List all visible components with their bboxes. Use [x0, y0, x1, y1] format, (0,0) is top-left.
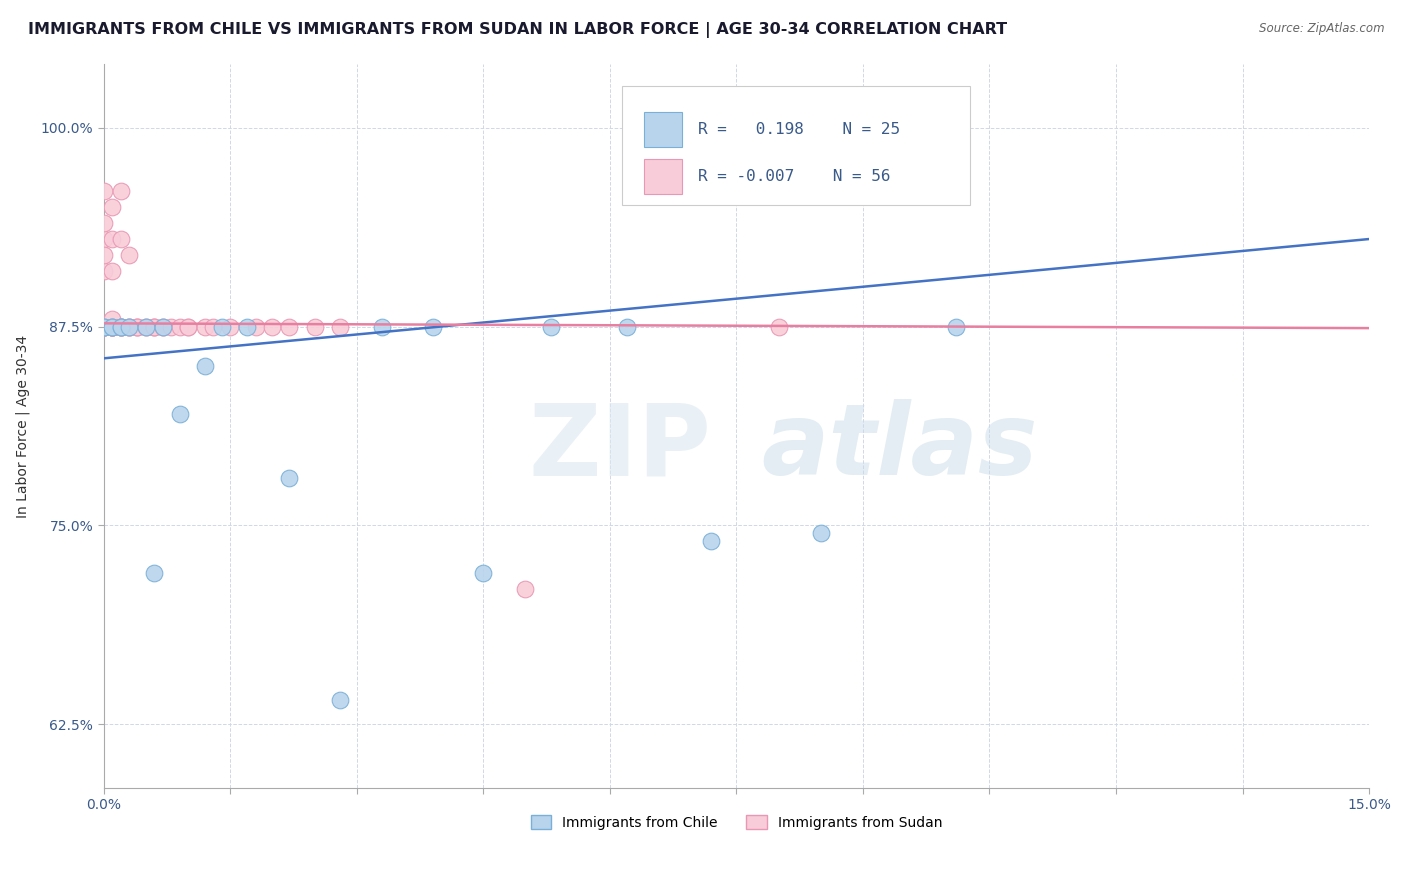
- Point: [118, 319, 141, 334]
- Point: [177, 319, 200, 334]
- Point: [101, 319, 124, 334]
- Text: atlas: atlas: [762, 399, 1038, 496]
- Point: [93, 248, 115, 262]
- Point: [127, 319, 149, 334]
- Point: [101, 319, 124, 334]
- Point: [110, 184, 132, 198]
- Point: [118, 319, 141, 334]
- Point: [143, 319, 166, 334]
- Point: [515, 582, 537, 596]
- Point: [211, 319, 233, 334]
- Point: [101, 821, 124, 835]
- Point: [177, 319, 200, 334]
- Point: [278, 319, 301, 334]
- Bar: [644, 112, 682, 146]
- Y-axis label: In Labor Force | Age 30-34: In Labor Force | Age 30-34: [15, 334, 30, 517]
- Point: [101, 319, 124, 334]
- Point: [101, 200, 124, 214]
- Point: [169, 407, 191, 421]
- Point: [93, 319, 115, 334]
- Point: [127, 319, 149, 334]
- Point: [152, 319, 174, 334]
- Point: [135, 319, 157, 334]
- Point: [118, 319, 141, 334]
- Point: [93, 216, 115, 230]
- Point: [110, 319, 132, 334]
- Point: [93, 319, 115, 334]
- Point: [236, 319, 259, 334]
- Point: [278, 470, 301, 484]
- Point: [101, 319, 124, 334]
- Point: [101, 319, 124, 334]
- Point: [101, 319, 124, 334]
- Point: [945, 319, 967, 334]
- Point: [768, 319, 790, 334]
- Point: [101, 311, 124, 326]
- Point: [262, 319, 284, 334]
- Point: [540, 319, 562, 334]
- Point: [93, 184, 115, 198]
- Legend: Immigrants from Chile, Immigrants from Sudan: Immigrants from Chile, Immigrants from S…: [524, 809, 948, 835]
- Point: [93, 232, 115, 246]
- Point: [169, 319, 191, 334]
- Point: [616, 319, 638, 334]
- Point: [219, 319, 242, 334]
- Point: [110, 319, 132, 334]
- Point: [101, 319, 124, 334]
- Point: [101, 232, 124, 246]
- Point: [101, 264, 124, 278]
- Point: [118, 319, 141, 334]
- Text: ZIP: ZIP: [529, 399, 711, 496]
- Point: [101, 319, 124, 334]
- Point: [143, 319, 166, 334]
- Point: [810, 526, 832, 541]
- Point: [110, 319, 132, 334]
- Point: [110, 319, 132, 334]
- Point: [194, 319, 217, 334]
- Point: [143, 566, 166, 580]
- Point: [118, 248, 141, 262]
- Point: [472, 566, 495, 580]
- Point: [110, 232, 132, 246]
- Point: [93, 319, 115, 334]
- Point: [329, 693, 352, 707]
- Point: [135, 319, 157, 334]
- Point: [127, 319, 149, 334]
- Point: [143, 319, 166, 334]
- Point: [93, 319, 115, 334]
- Point: [304, 319, 326, 334]
- Point: [110, 319, 132, 334]
- Point: [93, 319, 115, 334]
- Point: [160, 319, 183, 334]
- Point: [152, 319, 174, 334]
- Text: Source: ZipAtlas.com: Source: ZipAtlas.com: [1260, 22, 1385, 36]
- FancyBboxPatch shape: [623, 86, 970, 205]
- Point: [371, 319, 394, 334]
- Point: [135, 319, 157, 334]
- Text: R =   0.198    N = 25: R = 0.198 N = 25: [699, 121, 900, 136]
- Point: [202, 319, 225, 334]
- Point: [700, 534, 723, 549]
- Point: [329, 319, 352, 334]
- Point: [422, 319, 444, 334]
- Point: [245, 319, 267, 334]
- Point: [194, 359, 217, 374]
- Text: IMMIGRANTS FROM CHILE VS IMMIGRANTS FROM SUDAN IN LABOR FORCE | AGE 30-34 CORREL: IMMIGRANTS FROM CHILE VS IMMIGRANTS FROM…: [28, 22, 1007, 38]
- Point: [93, 264, 115, 278]
- Point: [93, 319, 115, 334]
- Point: [101, 319, 124, 334]
- Point: [152, 319, 174, 334]
- Point: [110, 319, 132, 334]
- Text: R = -0.007    N = 56: R = -0.007 N = 56: [699, 169, 891, 184]
- Point: [93, 319, 115, 334]
- Bar: [644, 159, 682, 194]
